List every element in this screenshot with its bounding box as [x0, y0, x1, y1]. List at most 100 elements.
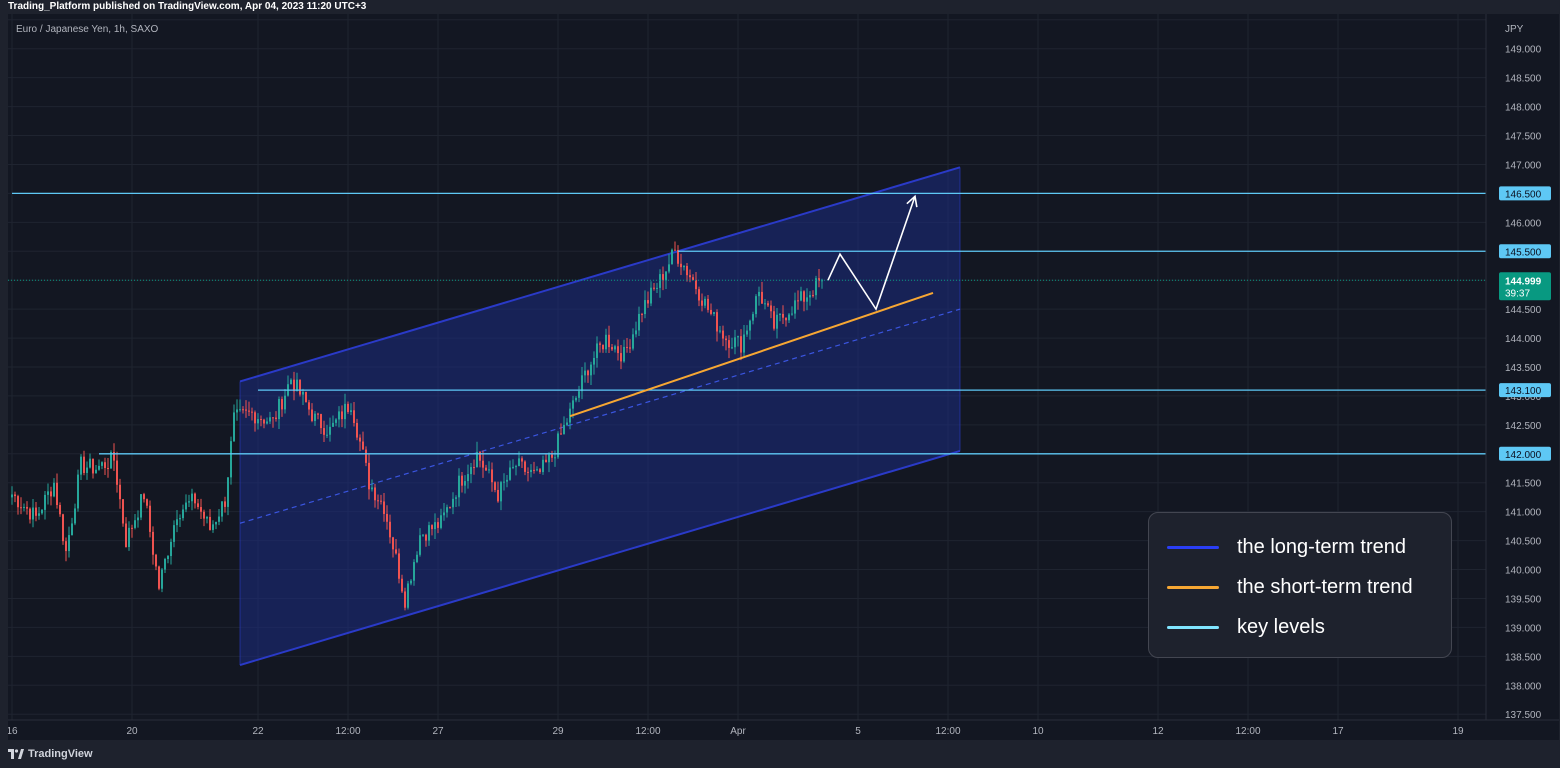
chart-legend: the long-term trend the short-term trend…: [1148, 512, 1452, 658]
key-level-badge: [1499, 446, 1551, 461]
candle-body: [464, 481, 466, 486]
candle-body: [344, 403, 346, 420]
key-level-badge: [1499, 383, 1551, 398]
candle-body: [728, 340, 730, 348]
price-tick-label: 143.000: [1505, 392, 1542, 403]
candle-body: [593, 357, 595, 365]
candle-body: [482, 460, 484, 468]
candle-body: [275, 417, 277, 420]
candle-body: [725, 338, 727, 341]
candle-body: [668, 264, 670, 272]
time-tick-label: 29: [552, 726, 564, 737]
candle-body: [371, 487, 373, 490]
candle-body: [137, 517, 139, 521]
candle-body: [176, 519, 178, 526]
legend-item: the short-term trend: [1167, 567, 1433, 607]
candle-body: [104, 462, 106, 468]
candle-body: [155, 554, 157, 567]
legend-swatch-short-term: [1167, 585, 1219, 589]
candle-body: [470, 467, 472, 475]
candle-body: [260, 419, 262, 421]
candle-body: [305, 391, 307, 403]
candle-body: [803, 291, 805, 302]
candle-body: [53, 482, 55, 497]
candle-body: [323, 428, 325, 435]
price-tick-label: 140.000: [1505, 566, 1542, 577]
candle-body: [674, 249, 676, 251]
time-tick-label: 5: [855, 726, 861, 737]
candle-body: [143, 494, 145, 500]
time-tick-label: 19: [1452, 726, 1464, 737]
candle-body: [44, 494, 46, 510]
time-tick-label: 12:00: [635, 726, 660, 737]
candle-body: [752, 314, 754, 321]
candle-body: [632, 334, 634, 349]
candle-body: [419, 535, 421, 555]
candle-body: [149, 505, 151, 532]
candle-body: [83, 456, 85, 473]
candle-body: [614, 346, 616, 350]
candle-body: [359, 437, 361, 442]
candle-body: [446, 507, 448, 513]
candle-body: [821, 280, 823, 282]
candle-body: [77, 474, 79, 509]
candle-body: [794, 300, 796, 314]
candle-body: [587, 370, 589, 376]
candle-body: [47, 491, 49, 495]
chart-area[interactable]: JPY 137.500 138.000 138.500 139.000 139.500 14…: [8, 14, 1559, 740]
candle-body: [203, 511, 205, 519]
candle-body: [257, 419, 259, 424]
candle-body: [617, 346, 619, 354]
time-tick-label: 27: [432, 726, 444, 737]
candle-body: [659, 274, 661, 288]
price-tick-label: 138.500: [1505, 652, 1542, 663]
candle-body: [65, 541, 67, 552]
candle-body: [536, 469, 538, 471]
candle-body: [278, 399, 280, 420]
price-tick-label: 138.000: [1505, 681, 1542, 692]
candle-body: [746, 330, 748, 335]
price-chart[interactable]: JPY 137.500 138.000 138.500 139.000 139.500 14…: [8, 14, 1559, 740]
candle-body: [485, 467, 487, 471]
candle-body: [635, 330, 637, 335]
candle-body: [665, 271, 667, 281]
candle-body: [71, 523, 73, 536]
candle-body: [209, 516, 211, 530]
candle-body: [326, 434, 328, 436]
candle-body: [296, 379, 298, 392]
candle-body: [704, 298, 706, 306]
price-tick-label: 149.000: [1505, 45, 1542, 56]
candle-body: [413, 562, 415, 581]
candle-body: [548, 454, 550, 463]
tradingview-logo[interactable]: TradingView: [8, 748, 93, 760]
candle-body: [227, 477, 229, 507]
time-tick-label: 16: [8, 726, 18, 737]
candle-body: [527, 471, 529, 473]
price-tick-label: 144.500: [1505, 305, 1542, 316]
channel-upper-line: [239, 166, 961, 383]
candle-body: [758, 291, 760, 297]
candle-body: [152, 531, 154, 555]
candle-body: [683, 266, 685, 268]
candle-body: [695, 280, 697, 290]
time-tick-label: 12:00: [335, 726, 360, 737]
key-level-badge-label: 145.500: [1505, 247, 1542, 258]
candle-body: [386, 513, 388, 522]
candle-body: [560, 433, 562, 435]
candle-body: [623, 346, 625, 362]
publish-note: Trading_Platform published on TradingVie…: [0, 0, 1560, 14]
candle-body: [458, 475, 460, 498]
candle-body: [671, 249, 673, 265]
candle-body: [800, 291, 802, 301]
price-tick-label: 141.500: [1505, 479, 1542, 490]
candle-body: [389, 521, 391, 538]
symbol-title: Euro / Japanese Yen, 1h, SAXO: [16, 24, 159, 35]
price-tick-label: 141.000: [1505, 508, 1542, 519]
bar-countdown-label: 39:37: [1505, 288, 1530, 299]
candle-body: [407, 583, 409, 608]
candle-body: [140, 494, 142, 518]
candle-body: [353, 410, 355, 423]
candle-body: [89, 458, 91, 468]
time-tick-label: 12:00: [1235, 726, 1260, 737]
candle-body: [368, 462, 370, 490]
